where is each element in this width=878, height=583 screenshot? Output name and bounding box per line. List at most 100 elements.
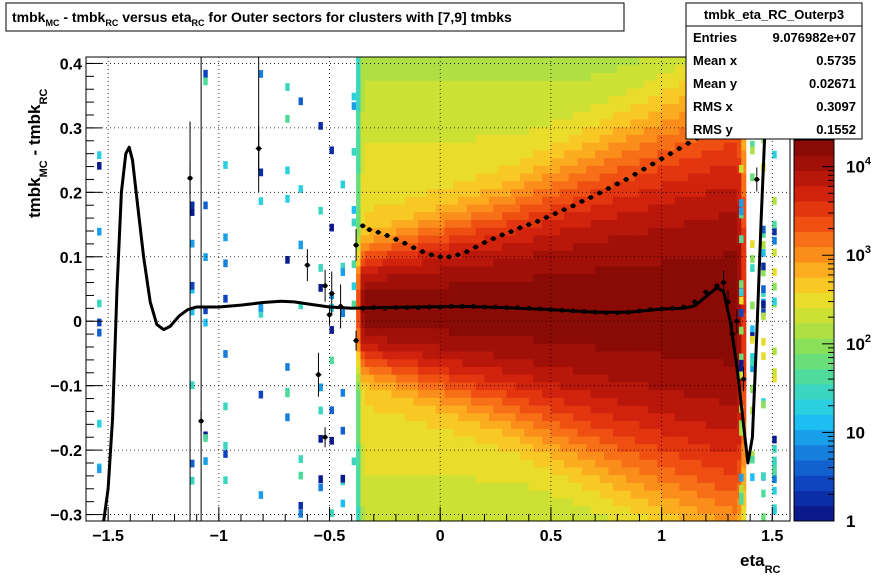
heatmap-cell: [581, 57, 587, 66]
heatmap-cell: [360, 157, 366, 166]
heatmap-cell: [444, 420, 450, 429]
heatmap-cell: [364, 149, 370, 159]
heatmap-cell: [670, 513, 676, 521]
heatmap-cell: [688, 173, 694, 182]
heatmap-cell: [471, 397, 477, 406]
heatmap-cell: [404, 335, 410, 344]
heatmap-cell: [590, 165, 596, 174]
heatmap-cell: [670, 505, 676, 514]
heatmap-cell: [502, 505, 508, 514]
heatmap-cell: [542, 366, 548, 375]
heatmap-cell: [661, 219, 667, 228]
heatmap-cell: [418, 513, 424, 521]
heatmap-cell: [471, 466, 477, 476]
heatmap-cell: [564, 412, 570, 422]
heatmap-cell: [701, 327, 707, 336]
heatmap-cell: [710, 289, 716, 298]
heatmap-cell: [710, 389, 716, 398]
heatmap-cell: [577, 366, 583, 375]
heatmap-cell: [661, 103, 667, 112]
heatmap-cell: [466, 265, 472, 275]
heatmap-cell: [652, 435, 658, 445]
heatmap-cell: [493, 95, 499, 104]
heatmap-cell: [692, 149, 698, 159]
heatmap-cell: [440, 474, 446, 483]
heatmap-cell: [391, 405, 397, 414]
heatmap-cell: [524, 490, 530, 499]
heatmap-cell: [511, 374, 517, 383]
heatmap-cell: [626, 242, 632, 251]
heatmap-cell: [564, 335, 570, 344]
heatmap-cell: [604, 242, 610, 251]
heatmap-cell: [369, 250, 375, 259]
heatmap-cell: [378, 459, 384, 468]
heatmap-cell: [404, 142, 410, 151]
heatmap-cell: [573, 296, 579, 306]
heatmap-cell: [639, 289, 645, 298]
heatmap-cell: [457, 173, 463, 182]
heatmap-cell: [400, 312, 406, 321]
heatmap-cell: [426, 173, 432, 182]
heatmap-cell: [435, 304, 441, 313]
heatmap-cell: [599, 118, 605, 128]
heatmap-cell: [710, 381, 716, 391]
heatmap-cell: [643, 405, 649, 414]
heatmap-cell: [418, 397, 424, 406]
heatmap-cell: [648, 142, 654, 151]
heatmap-cell: [617, 219, 623, 228]
heatmap-cell: [612, 242, 618, 251]
heatmap-cell: [373, 196, 379, 205]
heatmap-cell: [480, 296, 486, 306]
heatmap-cell: [697, 482, 703, 491]
heatmap-cell: [387, 420, 393, 429]
heatmap-cell: [453, 196, 459, 205]
heatmap-cell: [626, 64, 632, 74]
heatmap-cell: [599, 289, 605, 298]
heatmap-cell: [497, 126, 503, 135]
heatmap-cell: [511, 497, 517, 507]
heatmap-cell: [643, 250, 649, 259]
heatmap-cell: [683, 397, 689, 406]
heatmap-cell: [670, 319, 676, 329]
heatmap-cell: [688, 466, 694, 476]
heatmap-cell: [502, 165, 508, 174]
heatmap-cell: [621, 397, 627, 406]
heatmap-cell: [373, 381, 379, 391]
heatmap-cell: [387, 180, 393, 190]
heatmap-cell: [599, 134, 605, 143]
heatmap-cell: [413, 374, 419, 383]
heatmap-cell: [604, 95, 610, 104]
heatmap-cell: [382, 188, 388, 197]
heatmap-cell: [608, 57, 614, 66]
heatmap-cell: [422, 227, 428, 236]
heatmap-cell: [568, 327, 574, 336]
heatmap-cell: [697, 157, 703, 166]
heatmap-cell: [356, 505, 362, 514]
heatmap-cell: [710, 482, 716, 491]
heatmap-cell: [657, 142, 663, 151]
heatmap-cell: [444, 72, 450, 81]
heatmap-cell: [457, 273, 463, 282]
heatmap-cell: [502, 134, 508, 143]
heatmap-cell: [639, 304, 645, 313]
heatmap-cell: [466, 389, 472, 398]
heatmap-cell: [409, 188, 415, 197]
heatmap-cell: [688, 234, 694, 244]
heatmap-cell: [457, 358, 463, 367]
heatmap-cell: [378, 173, 384, 182]
heatmap-cell: [595, 405, 601, 414]
heatmap-cell: [595, 319, 601, 329]
heatmap-cell: [444, 381, 450, 391]
heatmap-cell: [688, 296, 694, 306]
heatmap-cell: [710, 180, 716, 190]
heatmap-cell: [475, 289, 481, 298]
heatmap-cell: [524, 358, 530, 367]
heatmap-cell: [453, 219, 459, 228]
heatmap-cell: [364, 374, 370, 383]
heatmap-cell: [666, 343, 672, 352]
heatmap-cell: [568, 64, 574, 74]
heatmap-cell: [621, 497, 627, 507]
heatmap-cell: [604, 87, 610, 97]
heatmap-cell: [493, 211, 499, 220]
heatmap-cell: [559, 374, 565, 383]
